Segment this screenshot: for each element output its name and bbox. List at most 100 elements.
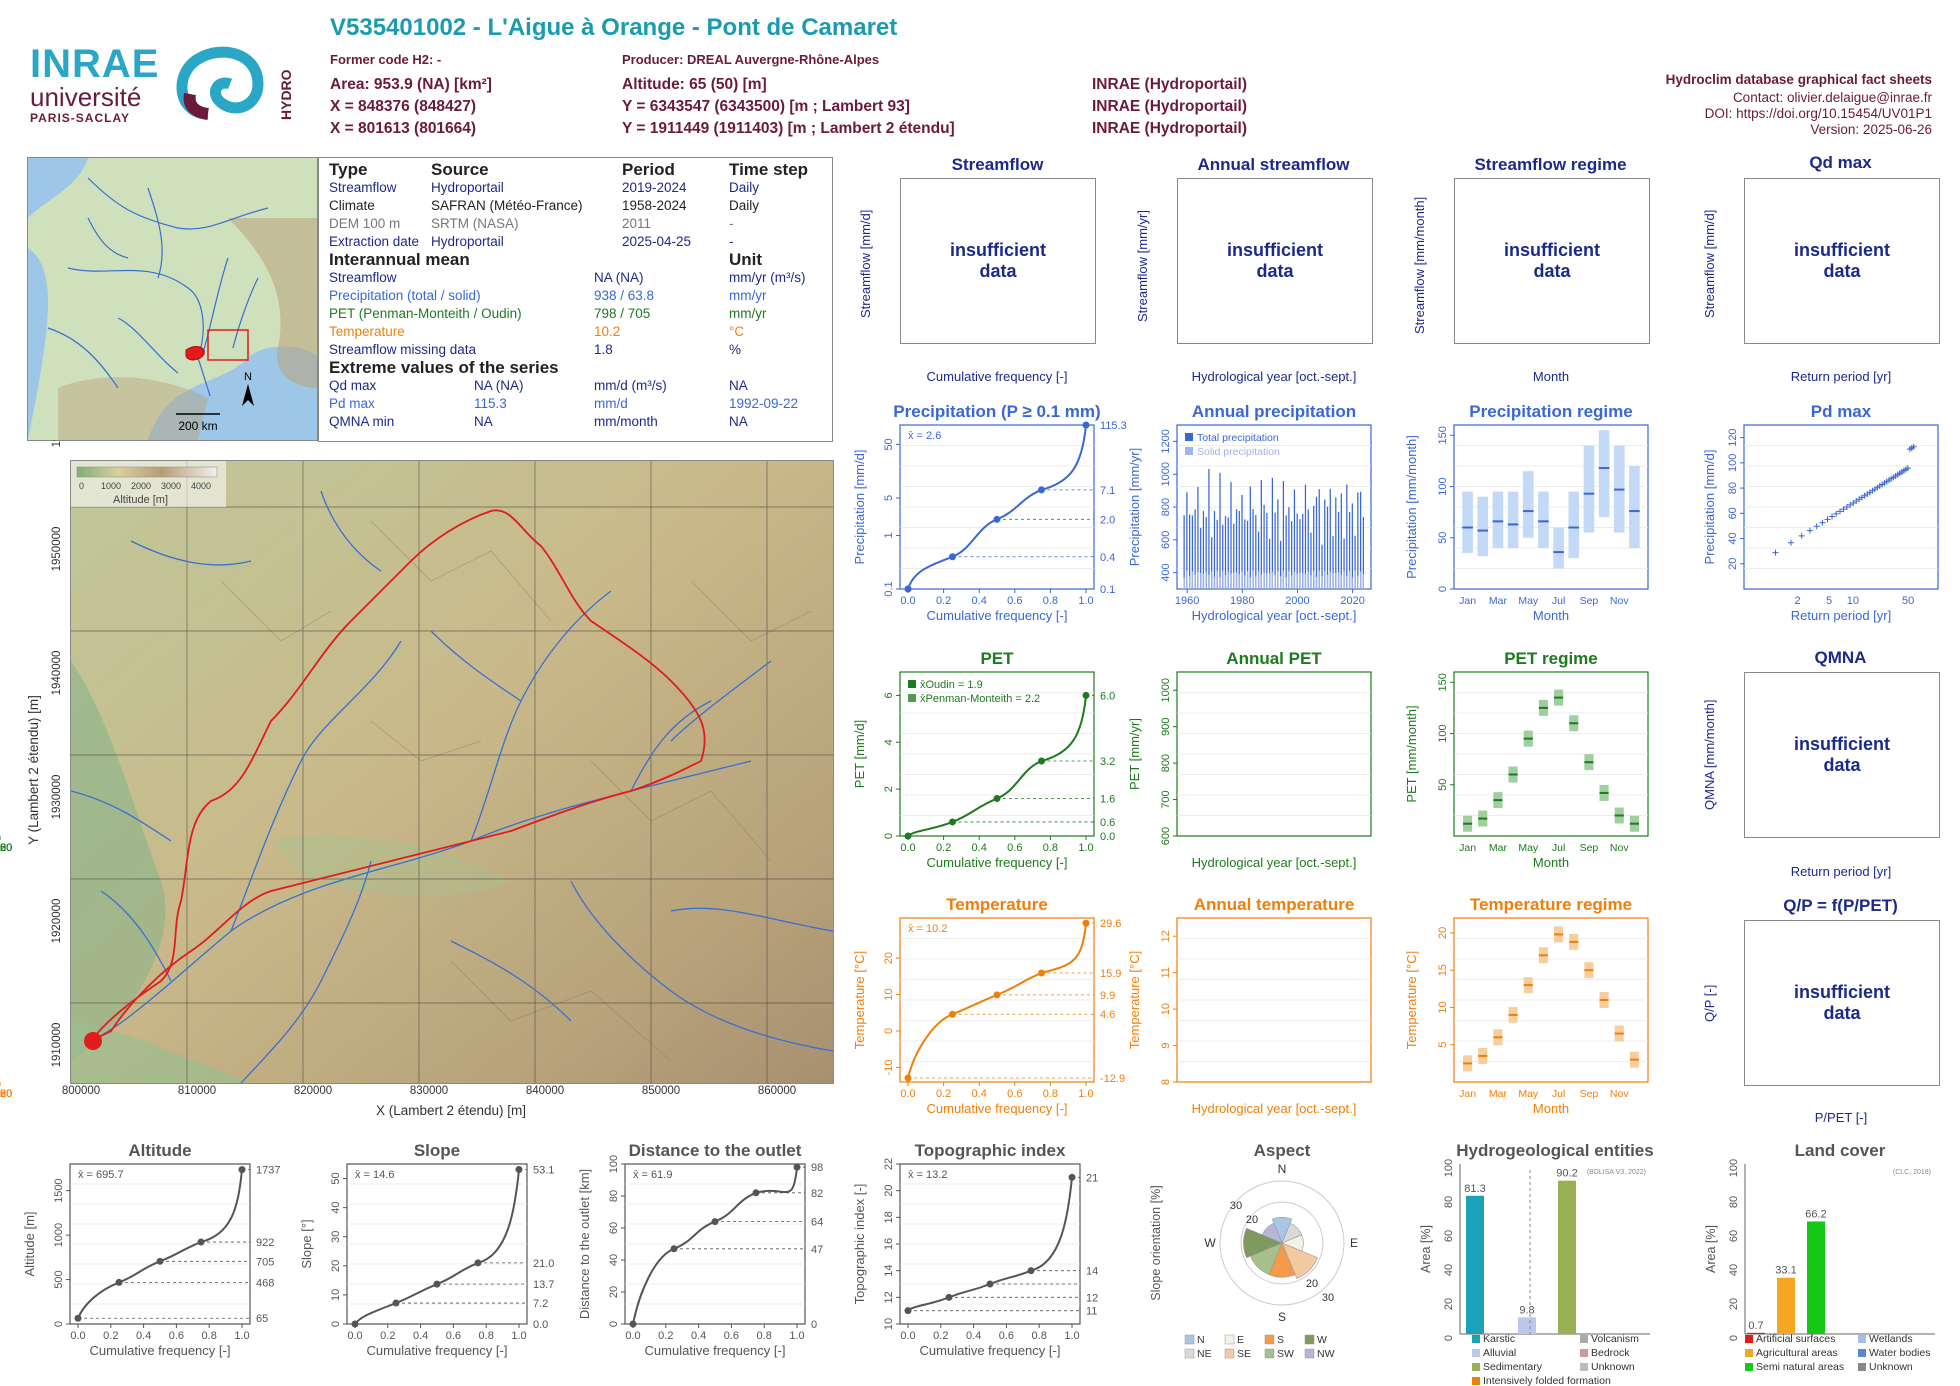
- missing-data-label: Streamflow missing data: [329, 342, 477, 357]
- topo-xtick-0: 0.0: [900, 1330, 915, 1342]
- qd-max-insufficient: insufficient data: [1793, 240, 1890, 281]
- annual_precip-title: Annual precipitation: [1192, 402, 1356, 421]
- annual-precip-solid-32: [1271, 572, 1273, 589]
- slope-right-tick-4: 53.1: [533, 1165, 554, 1177]
- row-extraction-source: Hydroportail: [431, 234, 504, 249]
- annual_precip-bar-57: [1340, 493, 1342, 589]
- annual_temp-ylabel: Temperature [°C]: [1127, 951, 1142, 1049]
- annual-precip-solid-13: [1219, 576, 1221, 589]
- slope-right-tick-2: 13.7: [533, 1279, 554, 1291]
- streamflow-title: Streamflow: [951, 155, 1044, 174]
- temp_regime-ytick-2: 15: [1437, 964, 1449, 976]
- annual_precip-ytick-4: 1200: [1160, 429, 1172, 453]
- annual_precip-bar-34: [1277, 499, 1279, 589]
- extreme-qd-unit: mm/d (m³/s): [594, 378, 667, 393]
- row-streamflow-period: 2019-2024: [622, 180, 687, 195]
- annual-precip-solid-54: [1332, 573, 1334, 589]
- pet_regime-ytick-1: 100: [1437, 724, 1449, 742]
- landcover-bar-2: [1807, 1221, 1825, 1334]
- qmna-insufficient: insufficient data: [1793, 734, 1890, 775]
- annual_precip-bar-38: [1288, 507, 1290, 589]
- pet_cdf-ytick-2: 4: [883, 739, 895, 745]
- extreme-pd-label: Pd max: [329, 396, 375, 411]
- annual-precip-solid-19: [1235, 572, 1238, 589]
- temp_regime-xtick-3: Jul: [1552, 1088, 1565, 1100]
- annual-precip-legend-solid-swatch: [1185, 447, 1193, 455]
- altitude-ytick-0: 0: [53, 1321, 65, 1327]
- annual_temp-xtick-1: 1980: [0, 1088, 12, 1100]
- annual-precip-solid-2: [1189, 575, 1191, 589]
- pet_cdf-ylabel: PET [mm/d]: [852, 720, 867, 788]
- annual-precip-solid-65: [1362, 574, 1364, 589]
- temp_cdf-mean: x̄ = 10.2: [908, 923, 947, 935]
- topo-curve: [907, 1177, 1073, 1312]
- landcover-bar-label-2: 66.2: [1805, 1208, 1826, 1220]
- annual_precip-bar-22: [1244, 519, 1246, 589]
- annual-precip-solid-8: [1205, 571, 1207, 589]
- precip_cdf-title: Precipitation (P ≥ 0.1 mm): [893, 402, 1100, 421]
- landcover-ylabel: Area [%]: [1704, 1225, 1718, 1273]
- topo-xtick-1: 0.2: [933, 1330, 948, 1342]
- mean-precip-unit: mm/yr: [729, 288, 767, 303]
- aspect-compass-E: E: [1350, 1236, 1358, 1250]
- slope-ytick-2: 20: [330, 1260, 342, 1272]
- aspect-compass-N: N: [1278, 1162, 1287, 1176]
- overview-north-label: N: [244, 371, 252, 383]
- annual-precip-solid-60: [1348, 570, 1351, 589]
- precip_cdf-mean: x̄ = 2.6: [908, 430, 941, 442]
- qmna-title: QMNA: [1814, 648, 1867, 667]
- annual_pet-xtick-3: 2020: [0, 842, 12, 854]
- map-ytick-0: 1910000: [51, 1023, 63, 1068]
- distance-right-tick-0: 0: [811, 1319, 817, 1331]
- temp_regime-title: Temperature regime: [1470, 895, 1632, 914]
- catchment-boundary: [90, 509, 706, 1042]
- precip_cdf-xtick-5: 1.0: [1078, 595, 1093, 607]
- slope-point-1: [392, 1299, 400, 1307]
- hydrogeo-legend-6: Unknown: [1591, 1361, 1635, 1373]
- landcover-ytick-2: 40: [1728, 1264, 1740, 1276]
- pet_cdf-xtick-0: 0.0: [900, 842, 915, 854]
- annual-precip-solid-29: [1263, 572, 1265, 589]
- pet_cdf-xlabel: Cumulative frequency [-]: [927, 855, 1068, 870]
- temp_cdf-point-3: [1038, 969, 1045, 977]
- pd-max-point-4: [1813, 523, 1820, 530]
- hydrogeo-legend-swatch-6: [1580, 1363, 1588, 1371]
- precip_cdf-point-1: [949, 553, 956, 561]
- overview-map-canvas: 200 km N: [28, 158, 317, 440]
- hydrogeo-legend-swatch-4: [1580, 1335, 1588, 1343]
- slope-right-tick-1: 7.2: [533, 1298, 548, 1310]
- annual_precip-bar-49: [1318, 489, 1320, 589]
- legend-tick-0: 0: [79, 481, 84, 491]
- precip_regime-ytick-3: 150: [1437, 426, 1449, 444]
- precip_regime-ytick-2: 100: [1437, 477, 1449, 495]
- annual_precip-bar-8: [1205, 516, 1207, 589]
- aspect-legend-SW: SW: [1277, 1348, 1294, 1360]
- pet_cdf-right-tick-2: 1.6: [1100, 794, 1115, 806]
- temp_cdf-ytick-2: 10: [883, 988, 895, 1000]
- precip_regime-xtick-1: Mar: [1489, 595, 1508, 607]
- annual_precip-ytick-1: 600: [1160, 531, 1172, 549]
- landcover-ytick-0: 0: [1728, 1335, 1740, 1341]
- annual-precip-solid-30: [1266, 573, 1268, 589]
- pd-max-point-8: [1833, 510, 1840, 517]
- mean-precip-value: 938 / 63.8: [594, 288, 655, 303]
- paris-saclay-logo-text: PARIS-SACLAY: [30, 111, 131, 125]
- annual-precip-solid-17: [1230, 573, 1232, 589]
- annual-precip-solid-24: [1249, 577, 1251, 589]
- hydrogeo-legend-0: Karstic: [1483, 1333, 1515, 1345]
- annual_precip-ytick-2: 800: [1160, 498, 1172, 516]
- aspect-legend-swatch-NW: [1304, 1348, 1315, 1359]
- altitude-xtick-4: 0.8: [202, 1330, 217, 1342]
- temp_regime-ytick-3: 20: [1437, 927, 1449, 939]
- precip_regime-range-4: [1522, 471, 1534, 538]
- annual_precip-bar-6: [1200, 527, 1202, 589]
- annual_precip-bar-13: [1219, 472, 1221, 589]
- annual-precip-solid-35: [1280, 576, 1282, 589]
- landcover-bar-0: [1747, 1332, 1765, 1334]
- annual_precip-xlabel: Hydrological year [oct.-sept.]: [1192, 608, 1357, 623]
- annual_precip-ylabel: Precipitation [mm/yr]: [1127, 448, 1142, 566]
- annual-precip-solid-25: [1252, 570, 1254, 589]
- altitude-right-tick-2: 705: [256, 1256, 274, 1268]
- precip_cdf-ytick-2: 5: [883, 495, 895, 501]
- landcover-bar-1: [1777, 1277, 1795, 1334]
